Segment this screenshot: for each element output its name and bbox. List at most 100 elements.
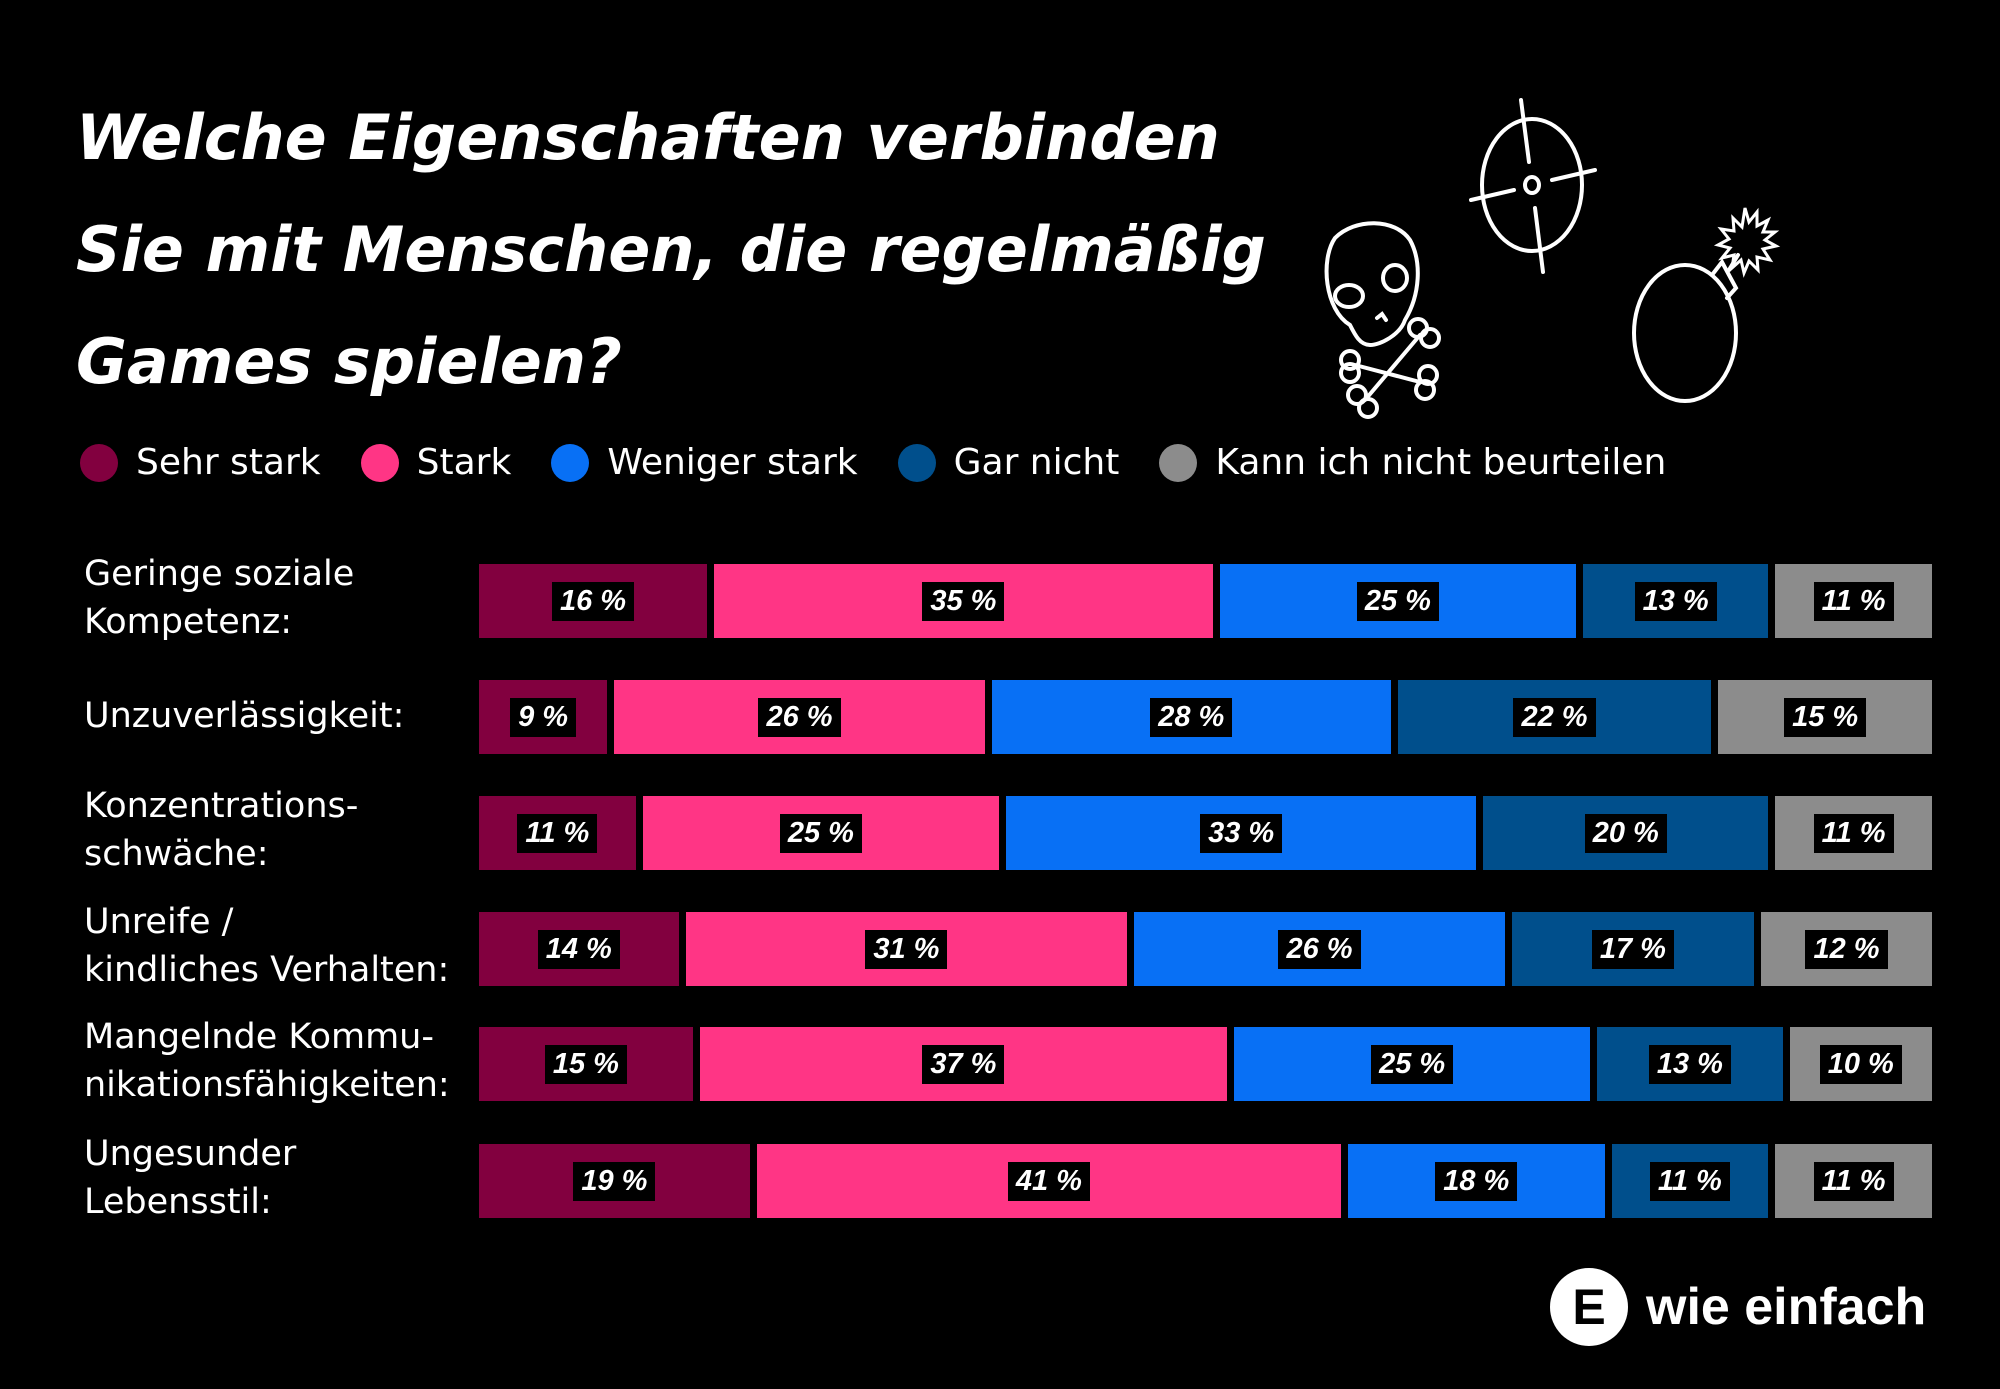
data-label: 26 % <box>1278 929 1361 969</box>
category-label: Konzentrations-schwäche: <box>84 782 484 878</box>
bar-segment: 18 % <box>1348 1144 1605 1218</box>
category-label: Ungesunder Lebensstil: <box>84 1130 484 1226</box>
legend-swatch <box>897 443 936 482</box>
category-label: Geringe soziale Kompetenz: <box>84 550 484 646</box>
category-label: Unreife / kindliches Verhalten: <box>84 898 484 994</box>
stacked-bar: 16 % 35 % 25 % 13 % 11 % <box>479 564 1932 638</box>
data-label: 12 % <box>1805 929 1888 969</box>
data-label: 15 % <box>1784 697 1867 737</box>
title-line: Welche Eigenschaften verbinden <box>76 101 1220 174</box>
bar-segment: 20 % <box>1483 796 1769 870</box>
data-label: 18 % <box>1435 1161 1518 1201</box>
stacked-bar: 15 % 37 % 25 % 13 % 10 % <box>479 1027 1932 1101</box>
data-label: 20 % <box>1584 813 1667 853</box>
data-label: 25 % <box>1371 1044 1454 1084</box>
category-label-line: Ungesunder <box>84 1134 297 1174</box>
bar-segment: 11 % <box>479 796 636 870</box>
bar-segment: 35 % <box>714 564 1213 638</box>
legend-item: Weniger stark <box>551 442 858 483</box>
bar-segment: 13 % <box>1597 1027 1783 1101</box>
bomb-icon <box>1632 207 1781 403</box>
category-label-line: Lebensstil: <box>84 1182 272 1222</box>
category-label-line: Unreife / <box>84 902 234 942</box>
legend-item: Sehr stark <box>80 442 321 483</box>
data-label: 11 % <box>1813 581 1894 621</box>
crosshair-icon <box>1469 98 1597 274</box>
data-label: 14 % <box>537 929 620 969</box>
category-label-line: nikationsfähigkeiten: <box>84 1065 450 1105</box>
category-label-line: Mangelnde Kommu- <box>84 1017 434 1057</box>
bar-segment: 19 % <box>479 1144 750 1218</box>
bar-segment: 22 % <box>1397 680 1712 754</box>
bar-segment: 15 % <box>479 1027 693 1101</box>
legend-item: Stark <box>360 442 512 483</box>
data-label: 19 % <box>573 1161 656 1201</box>
data-label: 11 % <box>1813 813 1894 853</box>
category-label: Mangelnde Kommu-nikationsfähigkeiten: <box>84 1013 484 1109</box>
legend: Sehr stark Stark Weniger stark Gar nicht Kan… <box>80 442 1666 483</box>
legend-label: Kann ich nicht beurteilen <box>1215 442 1667 483</box>
bar-segment: 13 % <box>1583 564 1769 638</box>
legend-label: Sehr stark <box>136 442 321 483</box>
bar-segment: 9 % <box>479 680 608 754</box>
bar-segment: 11 % <box>1611 1144 1769 1218</box>
bar-segment: 25 % <box>1234 1027 1591 1101</box>
data-label: 37 % <box>922 1044 1005 1084</box>
category-label-line: Kompetenz: <box>84 602 293 642</box>
data-label: 10 % <box>1819 1044 1902 1084</box>
data-label: 13 % <box>1648 1044 1731 1084</box>
legend-swatch <box>360 443 399 482</box>
data-label: 28 % <box>1150 697 1233 737</box>
legend-swatch <box>1159 443 1198 482</box>
bar-segment: 11 % <box>1775 1144 1932 1218</box>
bar-segment: 26 % <box>1134 912 1505 986</box>
data-label: 22 % <box>1513 697 1596 737</box>
legend-item: Kann ich nicht beurteilen <box>1159 442 1666 483</box>
data-label: 13 % <box>1634 581 1717 621</box>
legend-label: Weniger stark <box>607 442 858 483</box>
data-label: 33 % <box>1200 813 1283 853</box>
bar-segment: 37 % <box>699 1027 1227 1101</box>
data-label: 25 % <box>779 813 862 853</box>
legend-label: Stark <box>416 442 512 483</box>
data-label: 35 % <box>922 581 1005 621</box>
bar-segment: 10 % <box>1789 1027 1932 1101</box>
data-label: 11 % <box>1649 1161 1730 1201</box>
category-label-line: Unzuverlässigkeit: <box>84 696 405 736</box>
bar-segment: 33 % <box>1006 796 1477 870</box>
bar-segment: 26 % <box>614 680 985 754</box>
data-label: 15 % <box>544 1044 627 1084</box>
logo-mark: E <box>1550 1268 1628 1346</box>
bar-segment: 41 % <box>756 1144 1341 1218</box>
category-label-line: kindliches Verhalten: <box>84 950 450 990</box>
stacked-bar: 19 % 41 % 18 % 11 % 11 % <box>479 1144 1932 1218</box>
bar-segment: 31 % <box>685 912 1128 986</box>
bar-segment: 17 % <box>1511 912 1754 986</box>
chart-title: Welche Eigenschaften verbinden Sie mit M… <box>76 82 1326 418</box>
category-label-line: schwäche: <box>84 834 269 874</box>
bar-segment: 12 % <box>1761 912 1932 986</box>
data-label: 11 % <box>1813 1161 1894 1201</box>
bar-segment: 25 % <box>1219 564 1576 638</box>
legend-swatch <box>551 443 590 482</box>
data-label: 9 % <box>510 697 577 737</box>
stacked-bar: 14 % 31 % 26 % 17 % 12 % <box>479 912 1932 986</box>
category-label-line: Geringe soziale <box>84 554 355 594</box>
data-label: 31 % <box>865 929 948 969</box>
bar-segment: 15 % <box>1718 680 1932 754</box>
logo-text: wie einfach <box>1646 1278 1927 1336</box>
bar-segment: 16 % <box>479 564 707 638</box>
skull-crossbones-icon <box>1324 221 1441 419</box>
legend-item: Gar nicht <box>897 442 1119 483</box>
legend-swatch <box>80 443 118 482</box>
bar-segment: 28 % <box>991 680 1391 754</box>
stacked-bar: 9 % 26 % 28 % 22 % 15 % <box>479 680 1932 754</box>
bar-segment: 11 % <box>1775 796 1932 870</box>
category-label: Unzuverlässigkeit: <box>84 692 484 740</box>
bar-segment: 11 % <box>1775 564 1932 638</box>
data-label: 26 % <box>758 697 841 737</box>
bar-segment: 14 % <box>479 912 679 986</box>
title-line: Sie mit Menschen, die regelmäßig <box>76 213 1266 286</box>
title-line: Games spielen? <box>76 325 622 398</box>
